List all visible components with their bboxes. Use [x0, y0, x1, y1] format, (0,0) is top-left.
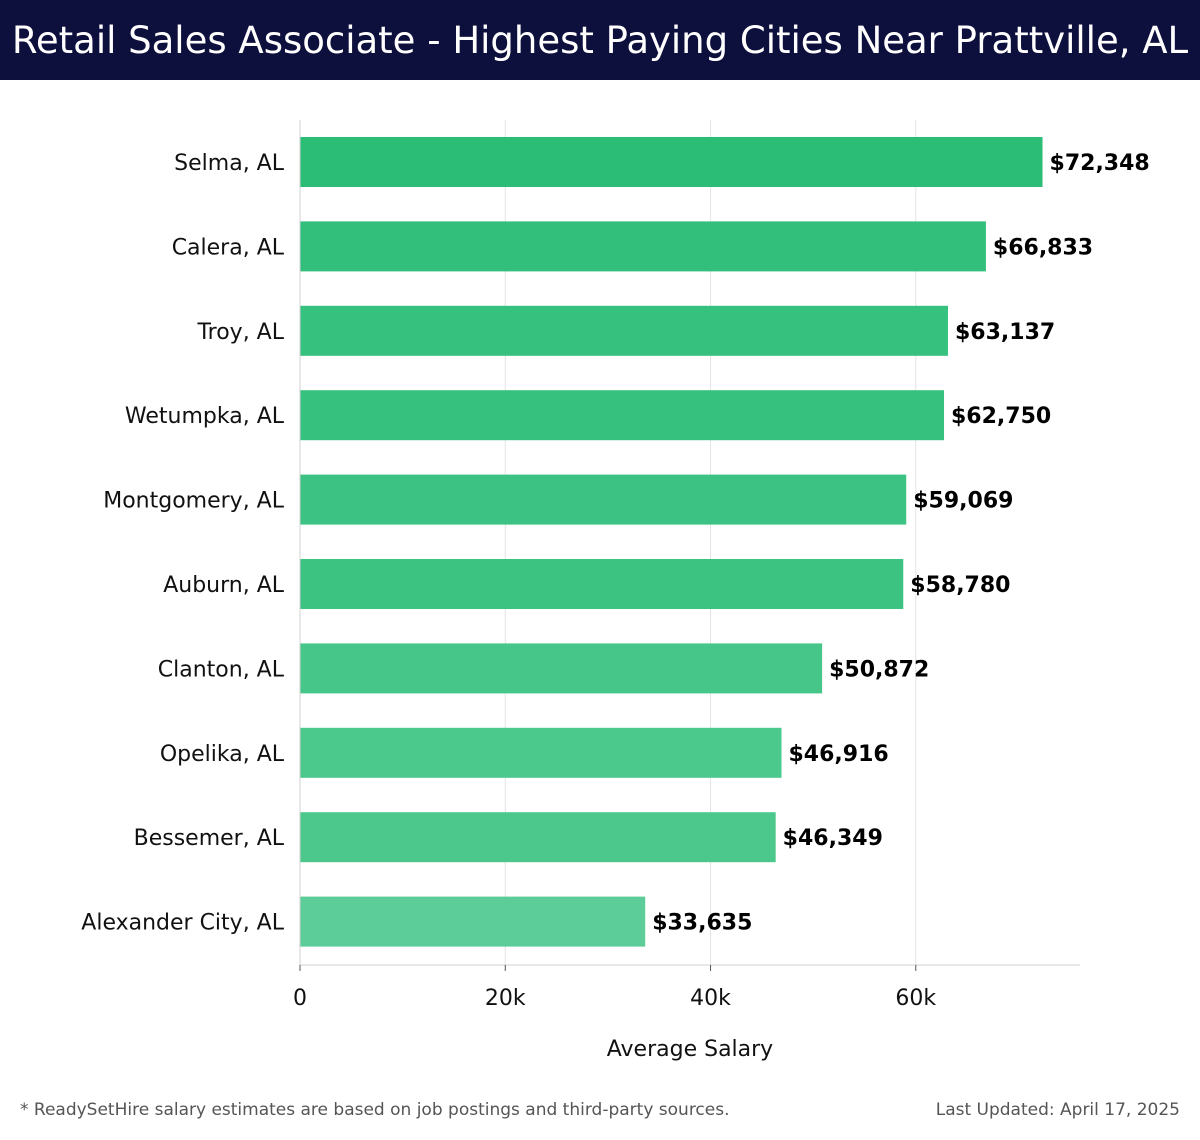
- x-tick-label: 0: [293, 986, 307, 1011]
- x-tick-label: 20k: [485, 986, 526, 1011]
- category-label: Calera, AL: [172, 235, 285, 260]
- chart-footer: * ReadySetHire salary estimates are base…: [0, 1090, 1200, 1134]
- value-label: $63,137: [955, 320, 1055, 345]
- axes: [299, 120, 1080, 971]
- category-label: Montgomery, AL: [103, 489, 285, 514]
- footer-note: * ReadySetHire salary estimates are base…: [20, 1100, 730, 1120]
- salary-bar-chart: 0 20k 40k 60k Average Salary Selma, AL $72,348…: [81, 120, 1150, 1062]
- value-label: $46,349: [783, 826, 883, 851]
- bar: [300, 727, 782, 778]
- bar: [300, 896, 646, 947]
- x-axis-label: Average Salary: [607, 1037, 773, 1062]
- bar: [300, 390, 945, 441]
- bar: [300, 137, 1043, 187]
- category-label: Selma, AL: [174, 151, 285, 176]
- chart-header: Retail Sales Associate - Highest Paying …: [0, 0, 1200, 80]
- value-label: $46,916: [789, 742, 889, 767]
- value-label: $58,780: [910, 573, 1010, 598]
- bar: [300, 559, 904, 609]
- category-label: Troy, AL: [196, 320, 284, 345]
- x-tick-label: 60k: [895, 986, 936, 1011]
- value-label: $50,872: [829, 657, 929, 682]
- category-label: Alexander City, AL: [81, 911, 284, 936]
- bar: [300, 643, 823, 694]
- labels: 0 20k 40k 60k Average Salary Selma, AL $72,348…: [81, 151, 1149, 1062]
- category-label: Opelika, AL: [160, 742, 285, 767]
- category-label: Wetumpka, AL: [125, 404, 285, 429]
- value-label: $59,069: [913, 489, 1013, 514]
- bar: [300, 474, 907, 525]
- footer-updated: Last Updated: April 17, 2025: [935, 1100, 1180, 1120]
- value-label: $72,348: [1050, 151, 1150, 176]
- bars: [300, 137, 1043, 947]
- bar: [300, 221, 986, 272]
- value-label: $66,833: [993, 235, 1093, 260]
- bar: [300, 305, 948, 356]
- category-label: Auburn, AL: [163, 573, 285, 598]
- x-tick-label: 40k: [690, 986, 731, 1011]
- chart-title: Retail Sales Associate - Highest Paying …: [11, 18, 1189, 62]
- value-label: $62,750: [951, 404, 1051, 429]
- category-label: Bessemer, AL: [134, 826, 285, 851]
- bar: [300, 812, 776, 863]
- category-label: Clanton, AL: [158, 657, 285, 682]
- value-label: $33,635: [652, 911, 752, 936]
